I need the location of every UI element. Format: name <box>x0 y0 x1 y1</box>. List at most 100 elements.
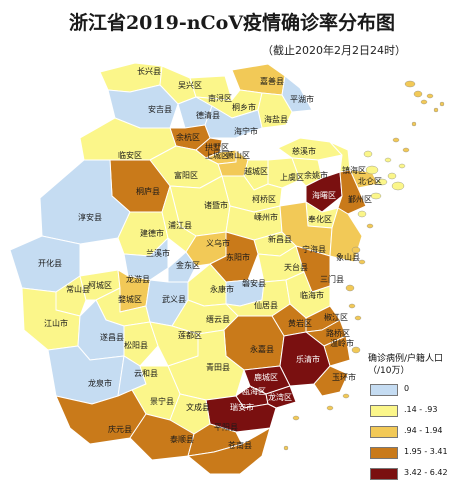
region-乐清市 <box>279 331 331 387</box>
island-mark <box>391 181 405 191</box>
island-mark <box>413 90 423 98</box>
region-label-文成县: 文成县 <box>186 402 210 412</box>
region-label-婺城区: 婺城区 <box>118 294 142 304</box>
region-label-金东区: 金东区 <box>176 260 200 270</box>
region-label-龙泉市: 龙泉市 <box>88 378 112 388</box>
legend-item: 3.42 - 6.42 <box>368 467 464 481</box>
region-label-柯城区: 柯城区 <box>88 280 112 290</box>
region-label-江山市: 江山市 <box>44 318 68 328</box>
coastal-islands <box>283 80 445 451</box>
region-label-莲都区: 莲都区 <box>178 330 202 340</box>
legend-item: .94 - 1.94 <box>368 425 464 439</box>
region-label-鄞州区: 鄞州区 <box>348 194 372 204</box>
region-label-武义县: 武义县 <box>162 294 186 304</box>
region-label-建德市: 建德市 <box>140 228 164 238</box>
island-mark <box>292 415 300 421</box>
region-label-北仑区: 北仑区 <box>358 176 382 186</box>
region-label-新昌县: 新昌县 <box>268 234 292 244</box>
region-label-椒江区: 椒江区 <box>324 312 348 322</box>
region-label-义乌市: 义乌市 <box>206 238 230 248</box>
region-label-浦江县: 浦江县 <box>168 220 192 230</box>
region-label-慈溪市: 慈溪市 <box>292 146 316 156</box>
region-label-龙游县: 龙游县 <box>126 274 150 284</box>
island-mark <box>392 137 400 143</box>
region-label-富阳区: 富阳区 <box>174 170 198 180</box>
region-label-平湖市: 平湖市 <box>290 94 314 104</box>
region-label-吴兴区: 吴兴区 <box>178 81 202 90</box>
island-mark <box>283 445 289 451</box>
region-label-瓯海区: 瓯海区 <box>242 386 266 396</box>
region-label-仙居县: 仙居县 <box>254 300 278 310</box>
island-mark <box>342 393 350 399</box>
region-label-上虞区: 上虞区 <box>280 172 304 182</box>
region-label-永康市: 永康市 <box>210 284 234 294</box>
legend-label: .14 - .93 <box>404 405 438 414</box>
region-label-淳安县: 淳安县 <box>78 212 102 222</box>
region-上虞区 <box>267 157 301 189</box>
region-label-宁海县: 宁海县 <box>302 244 326 254</box>
region-label-玉环市: 玉环市 <box>332 372 356 382</box>
region-label-诸暨市: 诸暨市 <box>204 200 228 210</box>
region-玉环市 <box>313 365 349 397</box>
map-subtitle: （截止2020年2月2日24时） <box>262 44 406 57</box>
island-mark <box>351 246 361 254</box>
legend: 确诊病例/户籍人口（/10万） 0 .14 - .93 .94 - 1.94 1.95… <box>368 353 464 480</box>
island-mark <box>439 101 445 107</box>
region-label-天台县: 天台县 <box>284 262 308 272</box>
region-label-临安区: 临安区 <box>118 150 142 160</box>
legend-label: .94 - 1.94 <box>404 426 443 435</box>
legend-title: 确诊病例/户籍人口（/10万） <box>368 354 444 376</box>
island-mark <box>420 99 428 105</box>
region-label-常山县: 常山县 <box>66 284 90 294</box>
legend-swatch <box>370 405 398 417</box>
region-label-长兴县: 长兴县 <box>137 66 161 76</box>
region-label-路桥区: 路桥区 <box>326 328 350 338</box>
island-mark <box>402 147 410 153</box>
region-label-海盐县: 海盐县 <box>264 114 288 124</box>
region-label-东阳市: 东阳市 <box>226 252 250 262</box>
region-label-南浔区: 南浔区 <box>208 93 232 103</box>
island-mark <box>411 121 417 127</box>
island-mark <box>358 259 366 265</box>
region-龙湾区 <box>265 385 297 409</box>
region-label-德清县: 德清县 <box>196 110 220 120</box>
region-label-遂昌县: 遂昌县 <box>100 332 124 342</box>
region-label-临海市: 临海市 <box>300 290 324 300</box>
region-label-磐安县: 磐安县 <box>242 278 266 288</box>
island-mark <box>345 284 355 292</box>
region-label-龙湾区: 龙湾区 <box>268 392 292 402</box>
region-label-海宁市: 海宁市 <box>234 126 258 136</box>
region-label-拱墅区: 拱墅区 <box>205 142 229 152</box>
region-label-景宁县: 景宁县 <box>150 396 174 406</box>
region-label-象山县: 象山县 <box>336 252 360 262</box>
region-label-镇海区: 镇海区 <box>342 165 366 175</box>
legend-swatch <box>370 384 398 396</box>
region-label-兰溪市: 兰溪市 <box>146 248 170 258</box>
region-松阳县 <box>123 321 159 367</box>
region-label-泰顺县: 泰顺县 <box>170 434 194 444</box>
region-label-嘉善县: 嘉善县 <box>260 76 284 86</box>
legend-swatch <box>370 447 398 459</box>
island-mark <box>404 80 416 88</box>
legend-item: 0 <box>368 383 464 397</box>
region-label-桐庐县: 桐庐县 <box>136 186 160 196</box>
region-label-柯桥区: 柯桥区 <box>252 194 276 204</box>
region-label-奉化区: 奉化区 <box>308 214 332 224</box>
region-label-越城区: 越城区 <box>244 166 268 176</box>
region-金东区 <box>167 251 197 283</box>
region-label-桐乡市: 桐乡市 <box>232 102 256 112</box>
island-mark <box>426 93 434 99</box>
island-mark <box>366 223 374 229</box>
island-mark <box>351 346 361 354</box>
region-label-上城区: 上城区 <box>205 151 229 160</box>
island-mark <box>384 157 392 163</box>
region-label-云和县: 云和县 <box>134 369 158 378</box>
region-label-缙云县: 缙云县 <box>206 314 230 324</box>
region-label-苍南县: 苍南县 <box>228 440 252 450</box>
legend-swatch <box>370 468 398 480</box>
island-mark <box>363 150 373 158</box>
region-label-温岭市: 温岭市 <box>330 338 354 348</box>
region-label-鹿城区: 鹿城区 <box>254 372 278 382</box>
region-label-松阳县: 松阳县 <box>124 340 148 350</box>
